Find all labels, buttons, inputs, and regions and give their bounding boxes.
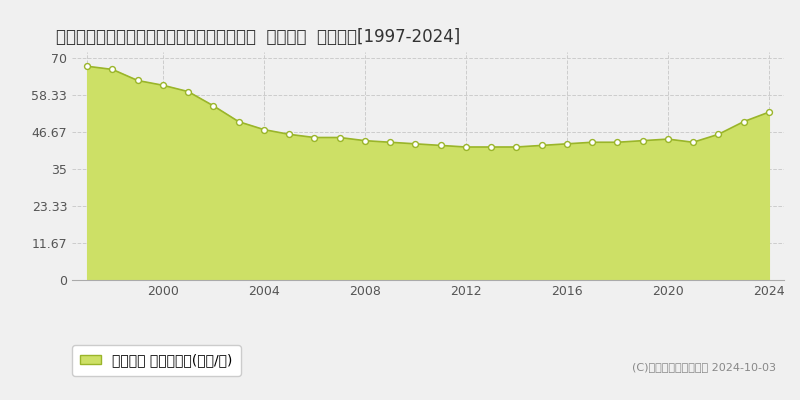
Point xyxy=(510,144,522,150)
Point xyxy=(282,131,295,138)
Point xyxy=(762,109,775,115)
Text: 愛知県名古屋市中川区柳島町５丁目１９番１  基準地価  地価推移[1997-2024]: 愛知県名古屋市中川区柳島町５丁目１９番１ 基準地価 地価推移[1997-2024… xyxy=(56,28,460,46)
Point xyxy=(207,103,220,109)
Point xyxy=(712,131,725,138)
Point xyxy=(182,88,194,95)
Point xyxy=(106,66,118,73)
Text: (C)土地価格ドットコム 2024-10-03: (C)土地価格ドットコム 2024-10-03 xyxy=(632,362,776,372)
Point xyxy=(358,138,371,144)
Point xyxy=(535,142,548,149)
Point xyxy=(586,139,598,146)
Point xyxy=(157,82,170,88)
Point xyxy=(384,139,397,146)
Point xyxy=(409,141,422,147)
Legend: 基準地価 平均嵪単価(万円/嵪): 基準地価 平均嵪単価(万円/嵪) xyxy=(72,345,241,376)
Point xyxy=(636,138,649,144)
Point xyxy=(434,142,447,149)
Point xyxy=(459,144,472,150)
Point xyxy=(686,139,699,146)
Point xyxy=(232,118,245,125)
Point xyxy=(81,63,94,70)
Point xyxy=(258,126,270,133)
Point xyxy=(308,134,321,141)
Point xyxy=(485,144,498,150)
Point xyxy=(662,136,674,142)
Point xyxy=(611,139,624,146)
Point xyxy=(561,141,574,147)
Point xyxy=(334,134,346,141)
Point xyxy=(131,77,144,84)
Point xyxy=(738,118,750,125)
